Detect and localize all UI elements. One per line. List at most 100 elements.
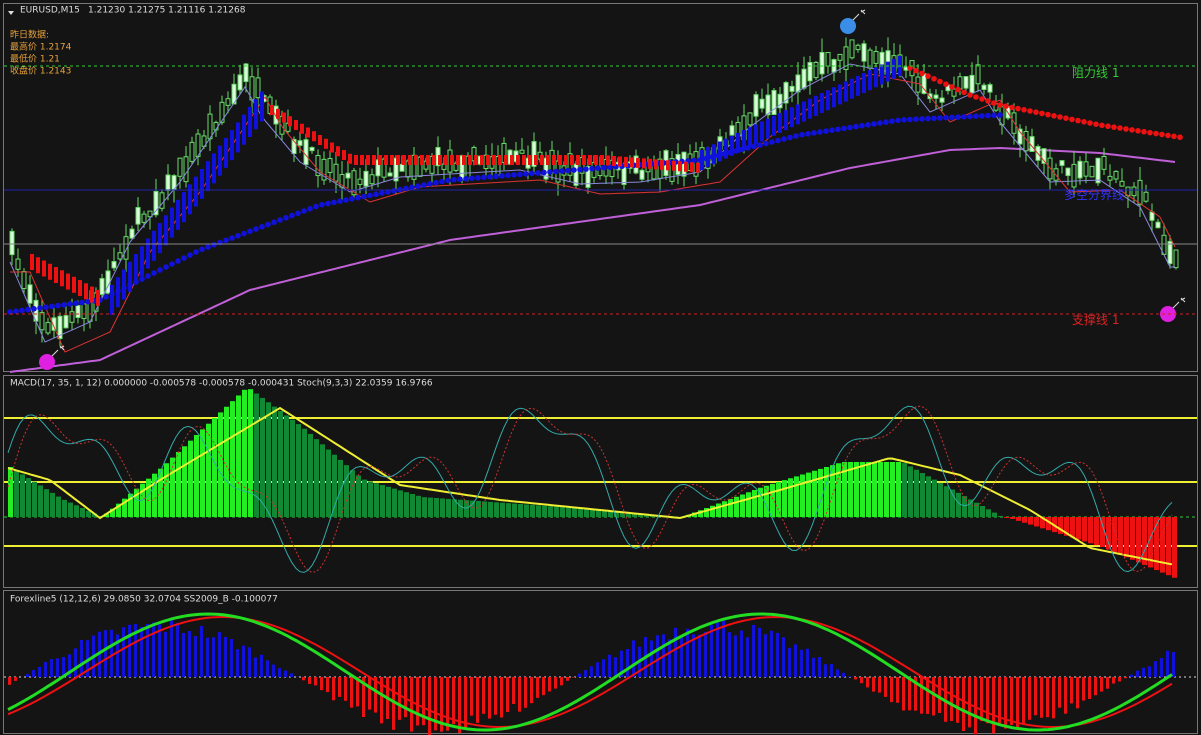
band-bar — [42, 260, 46, 277]
macd-bar — [74, 505, 79, 517]
forexline-bar — [266, 660, 269, 677]
trend-dot — [577, 166, 583, 173]
macd-bar — [842, 462, 847, 517]
forexline-bar — [998, 677, 1001, 724]
band-bar — [78, 280, 82, 297]
band-bar — [606, 155, 610, 166]
band-bar — [48, 263, 52, 280]
forexline-bar — [458, 677, 461, 733]
candle — [183, 156, 189, 183]
band-bar — [90, 286, 94, 303]
macd-bar — [776, 482, 781, 517]
trend-dot — [823, 128, 829, 134]
forexline-bar — [434, 677, 437, 731]
collapse-arrow[interactable] — [8, 11, 14, 15]
candle — [39, 312, 45, 331]
macd-bar — [50, 492, 55, 517]
forexline-bar — [812, 657, 815, 677]
forexline-bar — [482, 677, 485, 714]
trend-dot — [913, 67, 919, 74]
trend-dot — [331, 199, 337, 206]
macd-bar — [932, 479, 937, 517]
forexline-bar — [794, 644, 797, 677]
macd-bar — [1130, 517, 1135, 560]
trend-dot — [49, 303, 55, 310]
band-bar — [486, 155, 490, 165]
band-bar — [402, 155, 406, 165]
band-bar — [784, 110, 788, 131]
macd-bar — [476, 501, 481, 517]
macd-bar — [758, 487, 763, 517]
band-bar — [660, 159, 664, 170]
trend-dot — [871, 121, 877, 127]
macd-bar — [572, 508, 577, 517]
band-bar — [772, 115, 776, 136]
macd-bar — [722, 501, 727, 517]
macd-bar — [218, 412, 223, 517]
trend-dot — [1045, 111, 1051, 118]
candle — [729, 125, 735, 136]
trend-dot — [271, 219, 277, 226]
forexline-bar — [746, 637, 749, 677]
candle — [255, 77, 261, 99]
band-bar — [270, 105, 274, 115]
band-bar — [248, 106, 252, 137]
forexline-bar — [974, 677, 977, 735]
macd-bar — [584, 509, 589, 517]
trend-dot — [265, 221, 271, 228]
band-bar — [730, 135, 734, 156]
trend-dot — [1135, 128, 1141, 134]
forexline-bar — [992, 677, 995, 734]
band-bar — [140, 246, 144, 277]
candle — [309, 146, 315, 152]
forexline-bar — [338, 677, 341, 697]
forexline-bar — [824, 664, 827, 677]
trend-dot — [979, 96, 985, 102]
band-bar — [200, 168, 204, 199]
candle — [369, 174, 375, 185]
trend-dot — [997, 102, 1003, 108]
candle — [1107, 175, 1113, 181]
macd-bar — [860, 462, 865, 517]
forexline-bar — [800, 649, 803, 677]
forexline-bar — [1034, 677, 1037, 716]
macd-bar — [326, 449, 331, 517]
macd-bar — [1028, 517, 1033, 525]
trend-dot — [1171, 133, 1177, 140]
macd-bar — [320, 444, 325, 517]
forexline-bar — [686, 628, 689, 677]
band-bar — [260, 91, 264, 122]
macd-bar — [122, 498, 127, 517]
macd-bar — [224, 406, 229, 517]
macd-bar — [542, 505, 547, 517]
trend-dot — [1081, 119, 1087, 125]
candle — [1131, 186, 1137, 197]
trend-dot — [433, 179, 439, 186]
candle — [15, 258, 21, 270]
trend-dot — [967, 113, 973, 120]
band-bar — [886, 61, 890, 82]
ma-fast — [9, 63, 1175, 343]
forexline-bar — [422, 677, 425, 726]
candle — [639, 169, 645, 180]
candle — [1137, 179, 1143, 206]
macd-bar — [938, 482, 943, 517]
forexline-bar — [938, 677, 941, 713]
trend-dot — [31, 306, 37, 312]
forexline-bar — [38, 666, 41, 677]
trend-dot — [463, 175, 469, 182]
trend-dot — [307, 205, 313, 212]
trend-dot — [175, 258, 181, 264]
forexline-bar — [614, 657, 617, 677]
macd-bar — [206, 423, 211, 517]
band-bar — [874, 67, 878, 88]
stoch-main — [7, 405, 1173, 573]
forexline-bar — [224, 636, 227, 677]
macd-bar — [848, 462, 853, 517]
trend-dot — [919, 70, 925, 77]
forexline-bar — [902, 677, 905, 711]
forexline-bar — [476, 677, 479, 723]
trend-dot — [205, 244, 211, 250]
forexline-bar — [344, 677, 347, 701]
macd-bar — [92, 513, 97, 517]
